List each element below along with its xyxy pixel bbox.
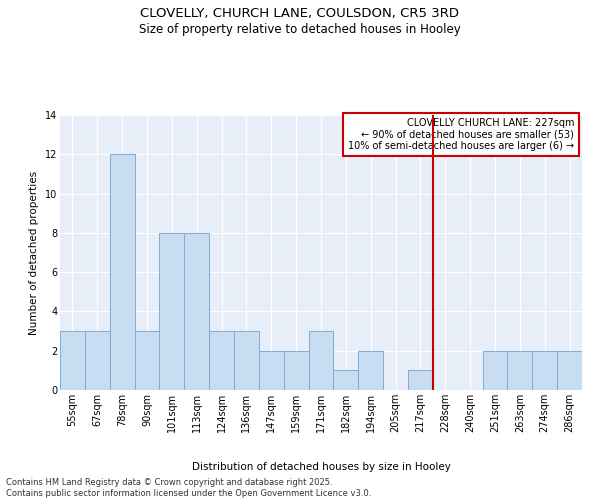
Bar <box>134 331 160 390</box>
Bar <box>532 350 557 390</box>
Y-axis label: Number of detached properties: Number of detached properties <box>29 170 39 334</box>
Text: Contains HM Land Registry data © Crown copyright and database right 2025.
Contai: Contains HM Land Registry data © Crown c… <box>6 478 371 498</box>
Bar <box>334 370 358 390</box>
Bar <box>160 233 184 390</box>
Bar <box>358 350 383 390</box>
Text: CLOVELLY, CHURCH LANE, COULSDON, CR5 3RD: CLOVELLY, CHURCH LANE, COULSDON, CR5 3RD <box>140 8 460 20</box>
Bar <box>60 331 85 390</box>
Bar <box>110 154 134 390</box>
Text: Size of property relative to detached houses in Hooley: Size of property relative to detached ho… <box>139 22 461 36</box>
Text: Distribution of detached houses by size in Hooley: Distribution of detached houses by size … <box>191 462 451 472</box>
Bar <box>508 350 532 390</box>
Bar <box>259 350 284 390</box>
Bar <box>234 331 259 390</box>
X-axis label: Distribution of detached houses by size in Hooley: Distribution of detached houses by size … <box>0 499 1 500</box>
Bar <box>482 350 508 390</box>
Bar <box>209 331 234 390</box>
Text: CLOVELLY CHURCH LANE: 227sqm
← 90% of detached houses are smaller (53)
10% of se: CLOVELLY CHURCH LANE: 227sqm ← 90% of de… <box>348 118 574 151</box>
Bar <box>408 370 433 390</box>
Bar <box>308 331 334 390</box>
Bar <box>184 233 209 390</box>
Bar <box>85 331 110 390</box>
Bar <box>557 350 582 390</box>
Bar <box>284 350 308 390</box>
